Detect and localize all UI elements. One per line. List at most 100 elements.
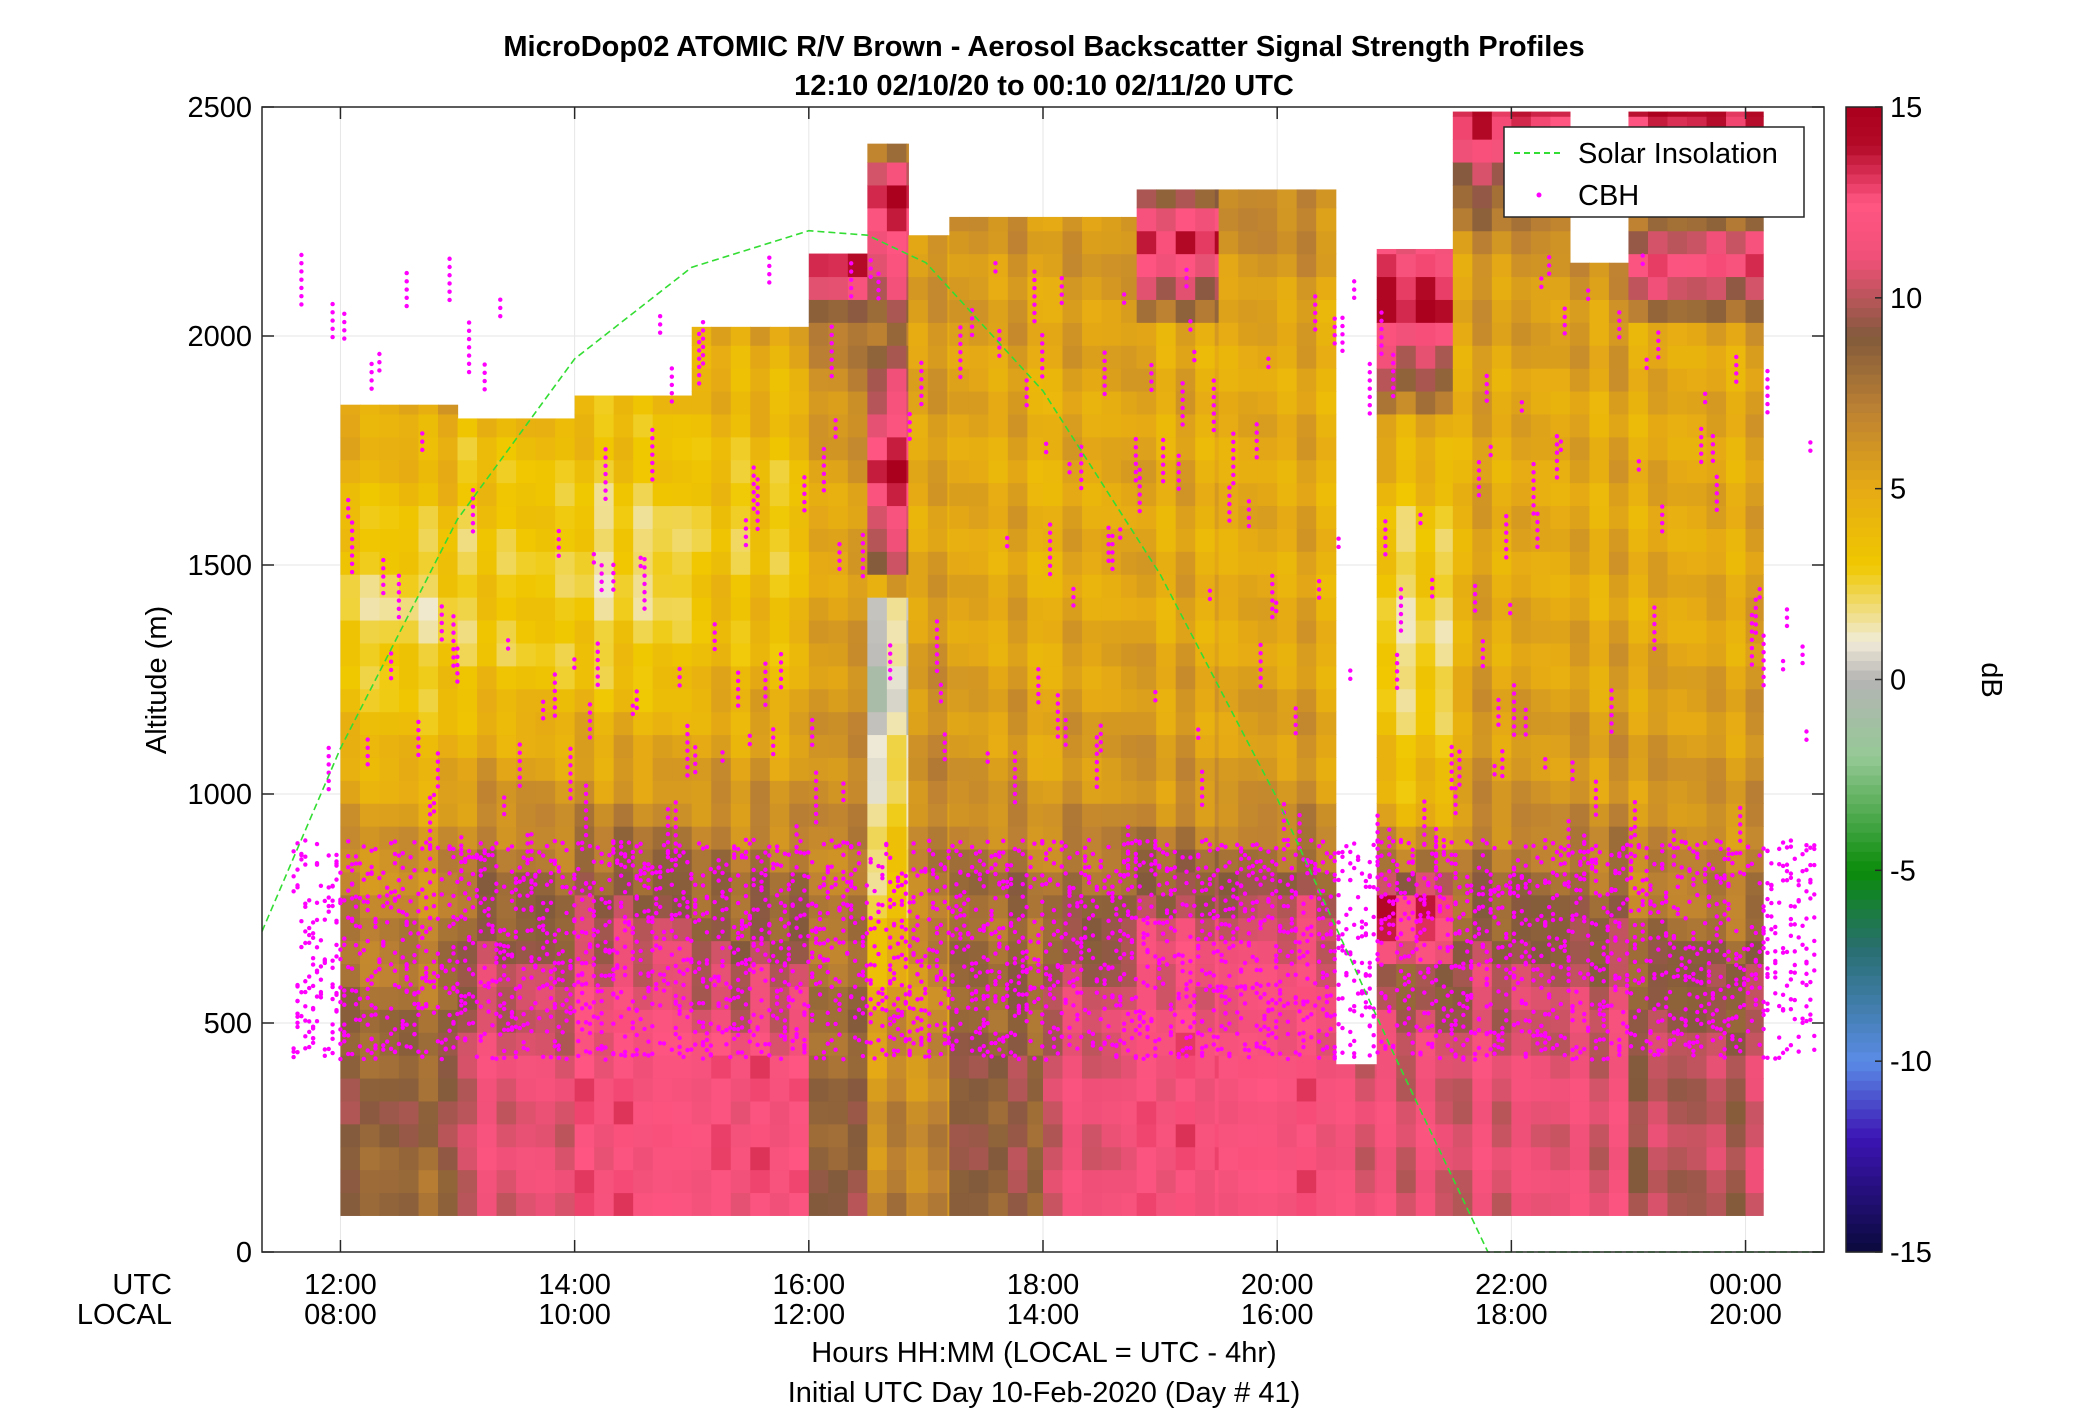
cbh-point — [868, 1011, 873, 1017]
cbh-point — [669, 857, 675, 863]
cbh-point — [665, 851, 671, 856]
heatmap-cell — [1062, 1077, 1083, 1102]
heatmap-cell — [652, 459, 673, 484]
heatmap-cell — [1121, 253, 1138, 278]
heatmap-cell — [457, 711, 478, 736]
heatmap-cell — [1589, 826, 1610, 850]
cbh-point — [864, 963, 869, 968]
heatmap-cell — [457, 642, 478, 667]
heatmap-cell — [1043, 390, 1064, 415]
heatmap-cell — [808, 390, 829, 415]
heatmap-cell — [1156, 1169, 1177, 1194]
heatmap-cell — [867, 390, 888, 415]
heatmap-cell — [1472, 253, 1493, 278]
heatmap-cell — [1296, 299, 1317, 323]
heatmap-cell — [906, 1032, 909, 1056]
cbh-point — [447, 273, 452, 278]
heatmap-cell — [594, 711, 615, 736]
heatmap-cell — [847, 1123, 868, 1148]
cbh-point — [326, 895, 331, 900]
cbh-point — [681, 995, 686, 1001]
heatmap-cell — [1472, 1055, 1493, 1079]
heatmap-cell — [908, 1055, 929, 1079]
heatmap-cell — [379, 688, 400, 713]
heatmap-cell — [1472, 1192, 1493, 1216]
heatmap-cell — [908, 642, 929, 667]
heatmap-cell — [1647, 757, 1669, 781]
heatmap-cell — [359, 574, 381, 598]
heatmap-cell — [418, 780, 439, 804]
heatmap-cell — [1027, 894, 1044, 919]
cbh-point — [739, 1025, 745, 1030]
cbh-point — [490, 929, 495, 935]
cbh-point — [521, 1040, 526, 1045]
heatmap-cell — [1569, 665, 1591, 690]
cbh-point — [435, 751, 441, 756]
heatmap-cell — [1027, 757, 1044, 781]
cbh-point — [501, 949, 507, 954]
heatmap-cell — [1569, 940, 1591, 965]
heatmap-cell — [808, 1146, 829, 1171]
cbh-point — [595, 682, 600, 688]
heatmap-cell — [477, 574, 498, 598]
cbh-point — [361, 844, 366, 849]
heatmap-cell — [340, 459, 361, 484]
cbh-point — [451, 647, 456, 652]
heatmap-cell — [1530, 345, 1551, 369]
heatmap-cell — [359, 404, 381, 415]
heatmap-cell — [1214, 368, 1220, 392]
heatmap-cell — [1608, 1123, 1630, 1148]
heatmap-cell — [968, 734, 989, 758]
heatmap-cell — [1726, 551, 1747, 575]
heatmap-cell — [1374, 1100, 1378, 1125]
cbh-point — [540, 968, 546, 973]
cbh-point — [373, 846, 378, 852]
heatmap-cell — [769, 1169, 790, 1194]
heatmap-cell — [730, 1146, 751, 1171]
heatmap-cell — [1082, 436, 1103, 461]
cbh-point — [540, 1054, 546, 1060]
heatmap-cell — [691, 551, 712, 575]
heatmap-cell — [1316, 436, 1337, 461]
heatmap-cell — [1296, 871, 1317, 896]
heatmap-cell — [1121, 803, 1138, 827]
heatmap-cell — [1569, 734, 1591, 758]
cbh-point — [544, 1008, 550, 1013]
heatmap-cell — [988, 322, 1009, 346]
heatmap-cell — [808, 1192, 829, 1216]
heatmap-cell — [1415, 1169, 1436, 1194]
heatmap-cell — [847, 734, 868, 758]
heatmap-cell — [1214, 459, 1220, 484]
cbh-point — [751, 465, 756, 470]
heatmap-cell — [379, 551, 400, 575]
heatmap-cell — [1569, 459, 1591, 484]
heatmap-cell — [691, 326, 712, 346]
cbh-point — [763, 867, 768, 872]
heatmap-cell — [1082, 1055, 1103, 1079]
heatmap-cell — [613, 986, 634, 1010]
heatmap-cell — [1706, 1055, 1727, 1079]
heatmap-cell — [1647, 986, 1669, 1010]
heatmap-cell — [1296, 505, 1317, 529]
heatmap-cell — [711, 986, 732, 1010]
cbh-point — [365, 986, 370, 992]
heatmap-cell — [1472, 940, 1493, 965]
heatmap-cell — [1082, 413, 1103, 438]
heatmap-cell — [1007, 345, 1028, 369]
heatmap-cell — [1257, 688, 1278, 713]
heatmap-cell — [418, 1009, 439, 1033]
heatmap-cell — [769, 459, 790, 484]
heatmap-cell — [1687, 551, 1708, 575]
heatmap-cell — [1472, 963, 1493, 987]
heatmap-cell — [1101, 1055, 1122, 1079]
heatmap-cell — [1667, 299, 1688, 323]
cbh-point — [852, 1015, 858, 1020]
heatmap-cell — [1156, 986, 1177, 1010]
cbh-point — [685, 723, 690, 729]
cbh-point — [661, 972, 667, 978]
heatmap-cell — [594, 551, 615, 575]
heatmap-cell — [1511, 826, 1532, 850]
cbh-point — [513, 929, 519, 934]
heatmap-cell — [1195, 780, 1216, 804]
heatmap-cell — [927, 665, 948, 690]
